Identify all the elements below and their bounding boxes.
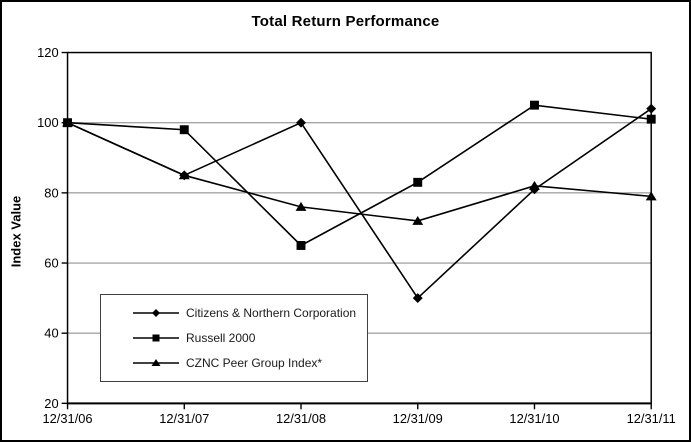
series-diamond (62, 103, 657, 304)
x-tick-label: 12/31/11 (627, 411, 676, 426)
y-tick-label: 60 (44, 255, 58, 270)
data-point-marker (646, 103, 657, 114)
y-tick-label: 20 (44, 396, 58, 411)
y-tick-label: 40 (44, 326, 58, 341)
legend-marker (152, 308, 160, 317)
legend-item: CZNC Peer Group Index* (133, 356, 361, 370)
data-point-marker (413, 177, 423, 187)
legend-marker (151, 359, 161, 367)
series-line (67, 104, 652, 247)
series-triangle (62, 117, 657, 225)
legend-label: Russell 2000 (186, 330, 256, 345)
x-tick-label: 12/31/08 (276, 411, 326, 426)
series-line (67, 121, 652, 222)
legend-item: Russell 2000 (133, 331, 361, 345)
data-point-marker (296, 241, 306, 250)
data-point-marker (412, 215, 424, 225)
legend-box: Citizens & Northern Corporation Russell 2… (100, 294, 368, 382)
y-tick-label: 100 (37, 115, 58, 130)
legend-item: Citizens & Northern Corporation (133, 306, 361, 320)
data-point-marker (178, 170, 190, 180)
x-tick-label: 12/31/10 (509, 411, 559, 426)
y-tick-label: 120 (37, 45, 58, 60)
data-point-marker (645, 191, 657, 201)
diamond-legend-icon (133, 308, 179, 317)
data-point-marker (179, 125, 189, 135)
data-point-marker (296, 117, 306, 128)
chart-title: Total Return Performance (251, 13, 440, 30)
legend-label: Citizens & Northern Corporation (186, 305, 357, 320)
square-legend-icon (133, 334, 179, 342)
data-point-marker (646, 114, 656, 124)
triangle-legend-icon (133, 359, 179, 367)
x-tick-label: 12/31/09 (393, 411, 443, 426)
y-tick-label: 80 (44, 185, 58, 200)
x-tick-label: 12/31/06 (42, 411, 92, 426)
x-tick-label: 12/31/07 (159, 411, 209, 426)
series-line (67, 108, 652, 300)
data-point-marker (295, 201, 307, 211)
legend-label: CZNC Peer Group Index* (186, 356, 323, 371)
data-point-marker (62, 117, 73, 127)
data-point-marker (412, 293, 423, 304)
legend-marker (152, 334, 160, 342)
data-point-marker (529, 180, 540, 190)
data-point-marker (530, 100, 539, 110)
